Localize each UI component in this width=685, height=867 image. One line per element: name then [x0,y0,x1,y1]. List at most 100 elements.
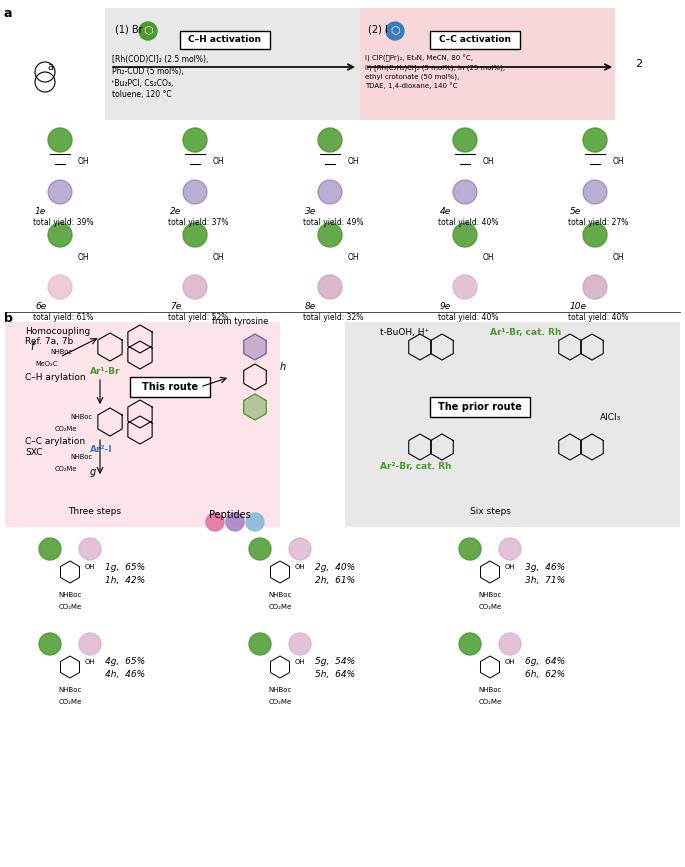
Text: OH: OH [505,659,516,665]
Text: NHBoc: NHBoc [478,687,501,693]
Circle shape [39,538,61,560]
Text: C–C activation: C–C activation [439,36,511,44]
Circle shape [249,633,271,655]
Text: Ar¹-Br: Ar¹-Br [90,368,121,376]
Text: OH: OH [613,252,625,262]
Text: 1e: 1e [35,207,47,216]
Text: MeO₂C: MeO₂C [35,361,58,367]
Bar [430,31,520,49]
Text: total yield: 40%: total yield: 40% [568,313,629,322]
Circle shape [39,633,61,655]
Text: Six steps: Six steps [469,507,510,517]
Text: 4g,  65%: 4g, 65% [105,657,145,667]
Text: OH: OH [295,659,306,665]
Text: 4e: 4e [440,207,451,216]
Text: total yield: 40%: total yield: 40% [438,218,499,227]
Bar [430,397,530,417]
Text: 2: 2 [635,59,642,69]
Bar [5,322,280,527]
Text: 6g,  64%: 6g, 64% [525,657,565,667]
Text: OH: OH [295,564,306,570]
Text: h: h [280,362,286,372]
Text: total yield: 40%: total yield: 40% [438,313,499,322]
Text: 1g,  65%: 1g, 65% [105,563,145,571]
Text: NHBoc: NHBoc [478,592,501,598]
Circle shape [453,223,477,247]
Text: i) ClP(⁩Pr)₂, Et₃N, MeCN, 80 °C,
ii) [Rh(C₂H₄)Cl]₂ (5 mol%), In (25 mol%),
ethyl: i) ClP(⁩Pr)₂, Et₃N, MeCN, 80 °C, ii) [Rh… [365,55,505,88]
Text: CO₂Me: CO₂Me [269,604,292,610]
Circle shape [453,180,477,204]
Text: 5h,  64%: 5h, 64% [315,670,355,680]
Text: C–H arylation: C–H arylation [25,373,86,381]
Text: CO₂Me: CO₂Me [55,426,77,432]
Text: NHBoc: NHBoc [58,687,82,693]
Text: a: a [47,62,53,72]
Text: Ar²-I: Ar²-I [90,445,112,453]
Text: 3e: 3e [305,207,316,216]
Text: total yield: 52%: total yield: 52% [168,313,228,322]
Text: NHBoc: NHBoc [58,592,82,598]
Text: g: g [90,467,97,477]
Text: CO₂Me: CO₂Me [478,699,501,705]
Text: 8e: 8e [305,302,316,311]
Text: (2) I: (2) I [368,24,388,34]
Text: NHBoc: NHBoc [269,592,292,598]
Circle shape [206,513,224,531]
Text: NHBoc: NHBoc [50,349,72,355]
Text: CO₂Me: CO₂Me [478,604,501,610]
Circle shape [583,223,607,247]
Text: CO₂Me: CO₂Me [58,604,82,610]
Text: OH: OH [483,158,495,166]
Circle shape [139,22,157,40]
Text: NHBoc: NHBoc [269,687,292,693]
Circle shape [453,275,477,299]
Circle shape [583,128,607,152]
Text: total yield: 49%: total yield: 49% [303,218,364,227]
Text: NHBoc: NHBoc [70,414,92,420]
Circle shape [246,513,264,531]
Text: [Rh(COD)Cl]₂ (2.5 mol%),
Ph₂-COD (5 mol%),
ᵗBu₂PCl, Cs₂CO₃,
toluene, 120 °C: [Rh(COD)Cl]₂ (2.5 mol%), Ph₂-COD (5 mol%… [112,55,208,100]
Bar [360,8,615,120]
Circle shape [386,22,404,40]
Circle shape [48,275,72,299]
Text: OH: OH [505,564,516,570]
Circle shape [459,538,481,560]
Circle shape [48,223,72,247]
Bar [105,8,360,120]
Text: ⬡: ⬡ [390,26,400,36]
Circle shape [79,538,101,560]
Text: a: a [4,7,12,20]
Text: Ar¹-Br, cat. Rh: Ar¹-Br, cat. Rh [490,328,562,336]
Text: 3g,  46%: 3g, 46% [525,563,565,571]
Text: total yield: 61%: total yield: 61% [33,313,93,322]
Text: OH: OH [213,252,225,262]
Circle shape [459,633,481,655]
Circle shape [183,128,207,152]
Text: 6e: 6e [35,302,47,311]
Text: OH: OH [85,564,96,570]
Circle shape [318,128,342,152]
Text: NHBoc: NHBoc [70,454,92,460]
Bar [180,31,270,49]
Text: OH: OH [78,252,90,262]
Text: The prior route: The prior route [438,402,522,412]
Circle shape [583,180,607,204]
Text: AlCl₃: AlCl₃ [600,413,621,421]
Text: Peptides: Peptides [209,510,251,520]
Text: OH: OH [78,158,90,166]
Text: total yield: 37%: total yield: 37% [168,218,229,227]
Circle shape [289,633,311,655]
Text: CO₂Me: CO₂Me [55,466,77,472]
Text: 3h,  71%: 3h, 71% [525,576,565,584]
Text: OH: OH [348,158,360,166]
Circle shape [289,538,311,560]
Text: total yield: 32%: total yield: 32% [303,313,363,322]
Polygon shape [244,334,266,360]
Text: OH: OH [213,158,225,166]
Text: 9e: 9e [440,302,451,311]
Circle shape [48,180,72,204]
Text: 10e: 10e [570,302,587,311]
Text: Homocoupling
Ref. 7a, 7b: Homocoupling Ref. 7a, 7b [25,327,90,347]
Circle shape [318,180,342,204]
Text: 2e: 2e [170,207,182,216]
